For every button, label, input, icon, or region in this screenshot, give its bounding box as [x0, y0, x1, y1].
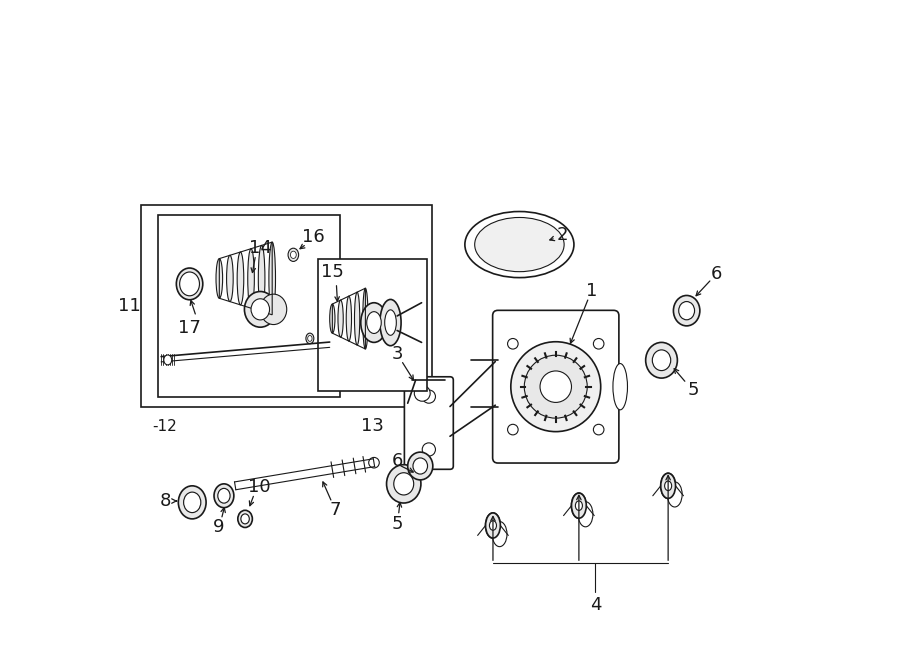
Text: 8: 8 [160, 492, 172, 510]
Circle shape [508, 338, 518, 349]
Circle shape [540, 371, 572, 403]
Ellipse shape [238, 252, 244, 305]
Ellipse shape [355, 292, 360, 345]
Ellipse shape [408, 452, 433, 480]
Text: 11: 11 [118, 297, 140, 315]
FancyBboxPatch shape [492, 311, 619, 463]
Ellipse shape [673, 295, 700, 326]
Ellipse shape [394, 473, 414, 495]
Ellipse shape [260, 294, 287, 325]
Ellipse shape [667, 482, 682, 507]
Circle shape [414, 385, 430, 401]
Ellipse shape [288, 248, 299, 262]
Ellipse shape [248, 249, 255, 308]
Ellipse shape [366, 311, 382, 333]
Bar [141, 205, 432, 407]
Ellipse shape [661, 473, 676, 498]
Ellipse shape [664, 481, 671, 490]
Ellipse shape [380, 299, 401, 346]
Ellipse shape [241, 514, 249, 524]
Ellipse shape [465, 212, 574, 278]
Text: 13: 13 [361, 417, 383, 436]
Text: 9: 9 [213, 518, 224, 537]
Text: 14: 14 [249, 239, 272, 256]
Ellipse shape [363, 288, 368, 349]
Ellipse shape [645, 342, 678, 378]
Ellipse shape [572, 493, 586, 518]
Text: 17: 17 [178, 319, 201, 336]
Text: 4: 4 [590, 596, 601, 614]
Ellipse shape [613, 364, 627, 410]
FancyBboxPatch shape [404, 377, 454, 469]
Text: 5: 5 [688, 381, 699, 399]
Text: 15: 15 [321, 263, 344, 282]
Circle shape [593, 338, 604, 349]
Ellipse shape [346, 296, 352, 341]
Ellipse shape [486, 513, 500, 538]
Ellipse shape [258, 245, 265, 311]
Circle shape [525, 355, 587, 418]
Ellipse shape [164, 355, 172, 365]
Circle shape [593, 424, 604, 435]
Ellipse shape [218, 488, 230, 503]
Ellipse shape [227, 255, 233, 301]
Text: 6: 6 [392, 451, 403, 470]
Ellipse shape [575, 501, 582, 510]
Circle shape [369, 457, 379, 468]
Circle shape [422, 443, 436, 456]
Ellipse shape [661, 473, 676, 498]
Ellipse shape [486, 513, 500, 538]
Text: 5: 5 [392, 514, 403, 533]
Ellipse shape [679, 301, 695, 320]
Ellipse shape [214, 484, 234, 508]
Ellipse shape [386, 465, 421, 503]
Bar [158, 215, 339, 397]
Ellipse shape [238, 510, 252, 527]
Ellipse shape [329, 304, 335, 333]
Ellipse shape [184, 492, 201, 513]
Ellipse shape [178, 486, 206, 519]
Ellipse shape [490, 521, 497, 530]
Text: 7: 7 [329, 502, 341, 520]
Ellipse shape [474, 217, 564, 272]
Ellipse shape [413, 458, 428, 474]
Ellipse shape [308, 336, 312, 341]
Ellipse shape [251, 299, 269, 320]
Text: 2: 2 [556, 225, 568, 244]
Ellipse shape [176, 268, 202, 299]
Text: 3: 3 [392, 344, 403, 363]
Ellipse shape [578, 502, 593, 527]
Circle shape [422, 390, 436, 403]
Text: 6: 6 [711, 265, 722, 284]
Circle shape [511, 342, 600, 432]
Ellipse shape [652, 350, 670, 371]
Text: 10: 10 [248, 478, 271, 496]
Ellipse shape [216, 258, 222, 298]
Ellipse shape [361, 303, 387, 342]
Text: -12: -12 [152, 419, 176, 434]
Ellipse shape [269, 242, 275, 315]
Ellipse shape [384, 310, 396, 335]
Ellipse shape [338, 300, 343, 337]
Ellipse shape [306, 333, 314, 344]
Ellipse shape [245, 292, 276, 327]
Circle shape [508, 424, 518, 435]
Text: 1: 1 [587, 282, 598, 300]
Ellipse shape [180, 272, 200, 296]
Bar [318, 259, 427, 391]
Ellipse shape [492, 522, 507, 547]
Ellipse shape [572, 493, 586, 518]
Text: 16: 16 [302, 227, 325, 246]
Ellipse shape [291, 251, 296, 258]
